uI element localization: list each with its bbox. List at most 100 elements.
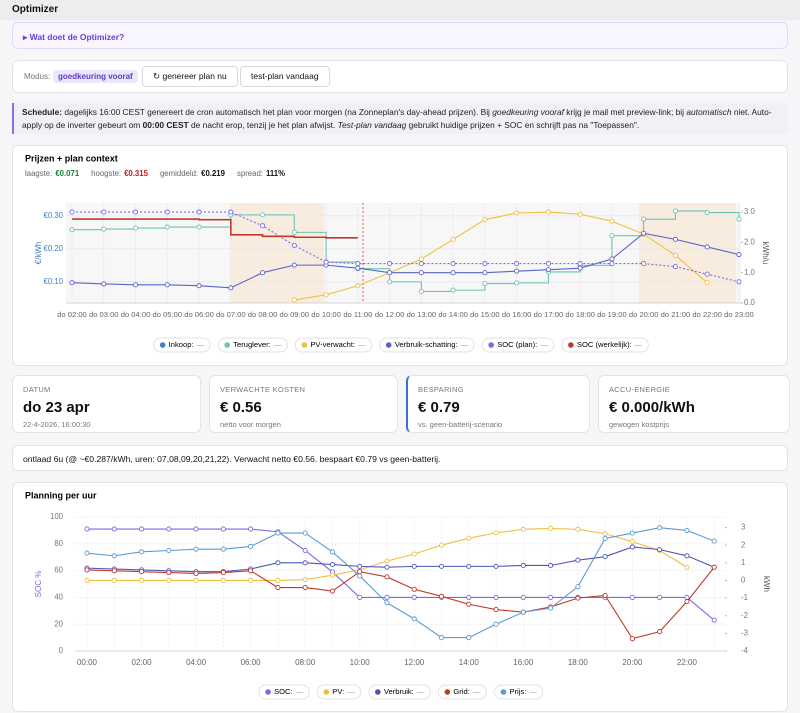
data-point [577,261,583,267]
data-point [357,573,363,579]
data-point [684,553,690,559]
y2-axis-title: kWh/u [761,242,770,265]
y-tick-label: 80 [54,539,63,548]
data-point [450,236,456,242]
data-point [575,557,581,563]
page-title: Optimizer [12,4,59,15]
data-point [466,594,472,600]
data-point [493,594,499,600]
data-point [138,577,145,584]
data-point [641,216,647,222]
data-point [545,261,551,267]
data-point [138,549,145,555]
x-tick-label: do 16:00 [502,310,532,319]
stat-value: €0.315 [124,169,149,178]
data-point [736,216,742,222]
data-point [384,574,390,580]
x-tick-label: 16:00 [513,658,534,667]
legend-swatch [385,342,392,348]
stat-value: € 0.000/kWh [609,399,695,416]
y2-axis-title: kWh [762,576,771,592]
x-tick-label: 08:00 [295,658,316,667]
data-point [384,594,390,600]
legend-item: Prijs: — [493,684,544,700]
y-tick-label: 40 [54,592,63,601]
data-point [602,531,608,537]
stat-sub: 22-4-2026, 16:00:30 [23,420,91,429]
data-point [514,210,520,216]
y2-tick-label: 0 [741,576,746,585]
data-point [520,594,526,600]
x-tick-label: do 11:00 [343,310,372,319]
mode-label: Modus: [24,72,51,81]
data-point [520,526,526,532]
stat-label: laagste: [25,169,52,178]
data-point [684,599,690,605]
test-button[interactable]: test-plan vandaag [240,66,330,87]
legend-item: Verbruik: — [368,684,431,700]
data-point [387,279,393,285]
data-point [575,526,581,532]
legend-label: PV-verwacht: [310,340,355,349]
data-point [302,584,308,591]
data-point [482,217,488,223]
legend-item: SOC: — [258,684,310,700]
x-tick-label: do 08:00 [248,310,278,319]
schedule-note: Schedule: dagelijks 16:00 CEST genereert… [12,103,788,134]
data-point [220,526,226,532]
discharge-band [639,203,736,303]
data-point [657,629,663,635]
data-point [329,549,335,555]
data-point [260,212,266,218]
stat-card: VERWACHTE KOSTEN € 0.56 netto voor morgen [209,375,398,433]
data-point [493,621,499,627]
y-tick-label: €0.10 [43,277,63,286]
data-point [672,208,678,214]
legend-label: SOC (werkelijk): [577,340,632,349]
note-segment: automatisch [686,107,732,117]
data-point [166,526,172,532]
x-tick-label: 10:00 [350,658,371,667]
data-point [438,542,445,548]
x-tick-label: do 05:00 [152,310,182,319]
generate-button[interactable]: ↻ genereer plan nu [142,66,238,87]
data-point [520,562,526,569]
data-point [384,564,390,570]
data-point [609,233,615,239]
legend-pill [481,337,555,353]
data-point [411,586,417,592]
y2-tick-label: 2.0 [744,237,756,246]
data-point [166,577,172,584]
data-point [629,544,635,550]
y2-tick-label: -1 [741,593,748,602]
stat-label: hoogste: [91,169,121,178]
data-point [609,218,615,224]
explainer-toggle[interactable]: ▸ Wat doet de Optimizer? [12,22,788,49]
x-tick-label: 20:00 [622,658,643,667]
data-point [193,526,199,532]
legend-pill [294,337,373,353]
data-point [138,569,145,575]
data-point [355,283,361,289]
data-point [545,267,551,273]
x-tick-label: do 20:00 [629,310,659,319]
legend-label: SOC: [274,687,293,696]
series-line [86,546,715,573]
data-point [577,211,583,217]
x-tick-label: do 04:00 [121,310,151,319]
x-tick-label: 02:00 [132,658,153,667]
data-point [260,223,266,229]
data-point [166,569,172,576]
chart: Prijzen + plan context laagste: €0.071 hoog… [25,153,770,353]
note-segment: 00:00 CEST [142,120,189,130]
legend-value: — [635,340,643,349]
data-point [111,577,117,584]
legend-value: — [274,340,282,349]
data-point [418,261,424,267]
legend-item: SOC (werkelijk): — [561,337,649,353]
y2-tick-label: -3 [741,628,748,637]
data-point [450,287,456,293]
x-tick-label: do 22:00 [692,310,722,319]
data-point [138,526,145,532]
x-tick-label: do 21:00 [661,310,691,319]
